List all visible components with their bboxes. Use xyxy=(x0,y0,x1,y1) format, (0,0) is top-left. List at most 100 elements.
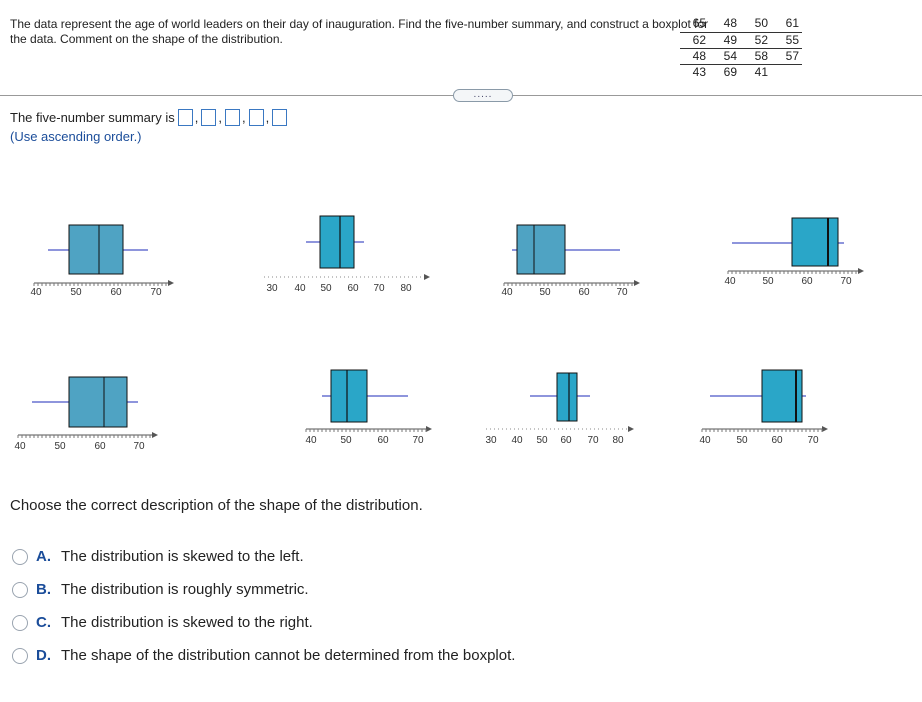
tick-label: 40 xyxy=(501,287,513,298)
choice-b[interactable]: B. The distribution is roughly symmetric… xyxy=(12,581,309,598)
tick-label: 60 xyxy=(347,283,359,294)
table-cell: 52 xyxy=(740,32,771,49)
choice-c[interactable]: C. The distribution is skewed to the rig… xyxy=(12,614,313,631)
tick-label: 60 xyxy=(94,441,106,452)
tick-label: 70 xyxy=(616,287,628,298)
table-cell: 43 xyxy=(692,64,706,79)
box xyxy=(330,369,368,423)
table-cell: 41 xyxy=(754,64,768,79)
tick-label: 80 xyxy=(400,283,412,294)
tick-label: 40 xyxy=(724,276,736,287)
tick-label: 40 xyxy=(14,441,26,452)
choice-letter: B. xyxy=(36,581,51,598)
tick-label: 40 xyxy=(30,287,42,298)
choice-text: The shape of the distribution cannot be … xyxy=(61,647,516,664)
boxplot-option-6[interactable]: 40 50 60 70 xyxy=(300,362,460,452)
table-cell: 48 xyxy=(680,48,709,65)
axis-arrow-icon xyxy=(858,268,864,274)
axis-ticks xyxy=(701,429,823,432)
boxplot-option-1[interactable]: 40 50 60 70 xyxy=(26,212,186,302)
tick-label: 50 xyxy=(536,435,548,446)
tick-label: 50 xyxy=(70,287,82,298)
answer-input-median[interactable] xyxy=(224,109,240,126)
boxplot-option-3[interactable]: 40 50 60 70 xyxy=(498,212,658,302)
tick-label: 60 xyxy=(560,435,572,446)
table-cell: 65 xyxy=(680,16,709,33)
tick-label: 40 xyxy=(305,435,317,446)
box xyxy=(516,224,566,275)
axis-arrow-icon xyxy=(424,274,430,280)
box xyxy=(319,215,355,269)
boxplot-option-4[interactable]: 40 50 60 70 xyxy=(722,208,882,298)
table-cell xyxy=(771,64,802,80)
axis-arrow-icon xyxy=(426,426,432,432)
boxplot-option-8[interactable]: 40 50 60 70 xyxy=(696,362,856,452)
tick-label: 70 xyxy=(373,283,385,294)
box xyxy=(556,372,578,422)
boxplot-option-5[interactable]: 40 50 60 70 xyxy=(10,364,170,454)
choice-letter: A. xyxy=(36,548,51,565)
axis-ticks xyxy=(305,429,427,432)
choice-letter: D. xyxy=(36,647,51,664)
table-cell: 58 xyxy=(740,48,771,65)
box xyxy=(68,224,124,275)
radio-button[interactable] xyxy=(12,614,28,631)
tick-label: 50 xyxy=(54,441,66,452)
table-cell: 54 xyxy=(709,48,740,65)
problem-statement: The data represent the age of world lead… xyxy=(10,17,709,46)
box xyxy=(791,217,839,267)
answer-input-q1[interactable] xyxy=(201,109,217,126)
axis-ticks xyxy=(503,283,633,286)
answer-input-max[interactable] xyxy=(272,109,288,126)
tick-label: 50 xyxy=(736,435,748,446)
radio-button[interactable] xyxy=(12,581,28,598)
separator: , xyxy=(265,110,270,125)
axis-arrow-icon xyxy=(634,280,640,286)
axis-arrow-icon xyxy=(628,426,634,432)
tick-label: 60 xyxy=(801,276,813,287)
boxplot-option-7[interactable]: 30 40 50 60 70 80 xyxy=(480,362,650,452)
separator: , xyxy=(218,110,222,125)
tick-label: 30 xyxy=(266,283,278,294)
tick-label: 70 xyxy=(150,287,162,298)
table-row: 62 49 52 55 xyxy=(680,32,802,49)
table-cell: 62 xyxy=(680,32,709,49)
table-cell: 48 xyxy=(709,16,740,33)
tick-label: 40 xyxy=(294,283,306,294)
axis-ticks xyxy=(33,283,167,286)
radio-button[interactable] xyxy=(12,548,28,565)
box xyxy=(68,376,128,428)
axis-ticks xyxy=(17,435,151,438)
tick-label: 60 xyxy=(771,435,783,446)
axis-arrow-icon xyxy=(822,426,828,432)
table-cell: 69 xyxy=(723,64,737,79)
choice-text: The distribution is roughly symmetric. xyxy=(61,581,309,598)
tick-label: 40 xyxy=(699,435,711,446)
ascending-hint: (Use ascending order.) xyxy=(10,129,142,144)
five-number-summary: The five-number summary is , , , , xyxy=(10,109,288,126)
answer-input-q3[interactable] xyxy=(248,109,264,126)
tick-label: 70 xyxy=(807,435,819,446)
choice-text: The distribution is skewed to the right. xyxy=(61,614,313,631)
answer-input-min[interactable] xyxy=(177,109,193,126)
table-row: 48 54 58 57 xyxy=(680,48,802,65)
radio-button[interactable] xyxy=(12,647,28,664)
choice-d[interactable]: D. The shape of the distribution cannot … xyxy=(12,647,515,664)
tick-label: 80 xyxy=(612,435,624,446)
question-prompt: Choose the correct description of the sh… xyxy=(10,497,423,514)
table-cell: 55 xyxy=(771,32,802,49)
table-cell: 49 xyxy=(709,32,740,49)
choice-letter: C. xyxy=(36,614,51,631)
expand-button[interactable]: ..... xyxy=(453,89,513,102)
axis-arrow-icon xyxy=(168,280,174,286)
choice-a[interactable]: A. The distribution is skewed to the lef… xyxy=(12,548,304,565)
tick-label: 60 xyxy=(377,435,389,446)
tick-label: 50 xyxy=(539,287,551,298)
tick-label: 70 xyxy=(587,435,599,446)
table-row: 65 48 50 61 xyxy=(680,16,802,33)
tick-label: 40 xyxy=(511,435,523,446)
summary-prompt: The five-number summary is xyxy=(10,110,175,125)
boxplot-option-2[interactable]: 30 40 50 60 70 80 xyxy=(258,210,438,300)
table-cell: 61 xyxy=(771,16,802,33)
separator: , xyxy=(194,110,199,125)
